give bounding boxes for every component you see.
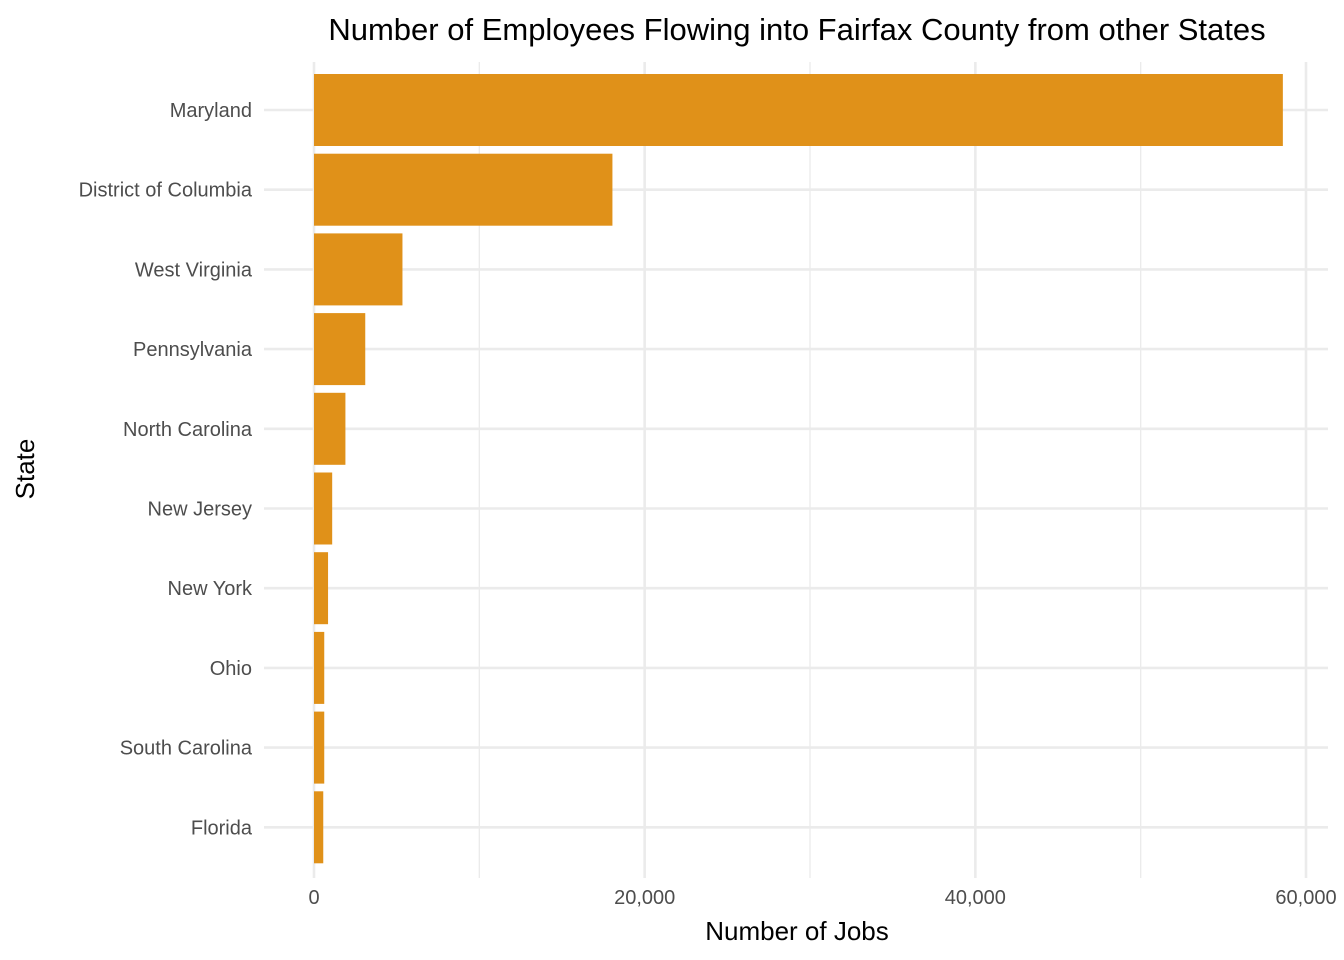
y-tick-label: Ohio <box>210 658 252 680</box>
bar <box>314 472 333 545</box>
x-tick-labels: 0 20,000 40,000 60,000 <box>308 887 1336 909</box>
y-tick-labels: Maryland District of Columbia West Virgini… <box>79 100 253 839</box>
grid-lines <box>264 62 1328 878</box>
y-tick-label: Florida <box>191 817 253 839</box>
y-tick-label: District of Columbia <box>79 180 253 202</box>
y-tick-label: New York <box>168 578 253 600</box>
bar <box>314 552 329 625</box>
bar <box>314 153 613 226</box>
x-axis-title: Number of Jobs <box>705 916 889 946</box>
bar <box>314 233 403 306</box>
y-tick-label: Pennsylvania <box>133 339 253 361</box>
x-tick-label: 0 <box>308 887 319 909</box>
y-tick-label: West Virginia <box>135 259 253 281</box>
bar <box>314 313 366 386</box>
bar <box>314 711 325 784</box>
y-tick-label: New Jersey <box>148 499 252 521</box>
y-tick-label: Maryland <box>170 100 252 122</box>
x-tick-label: 20,000 <box>614 887 675 909</box>
bar <box>314 631 325 704</box>
chart-title: Number of Employees Flowing into Fairfax… <box>328 12 1265 47</box>
x-tick-label: 60,000 <box>1275 887 1336 909</box>
bar <box>314 74 1283 146</box>
bar <box>314 791 324 864</box>
y-axis-title: State <box>10 439 40 500</box>
bar <box>314 392 346 465</box>
x-tick-label: 40,000 <box>945 887 1006 909</box>
bars <box>314 74 1283 864</box>
y-tick-label: North Carolina <box>123 419 253 441</box>
y-tick-label: South Carolina <box>120 738 253 760</box>
